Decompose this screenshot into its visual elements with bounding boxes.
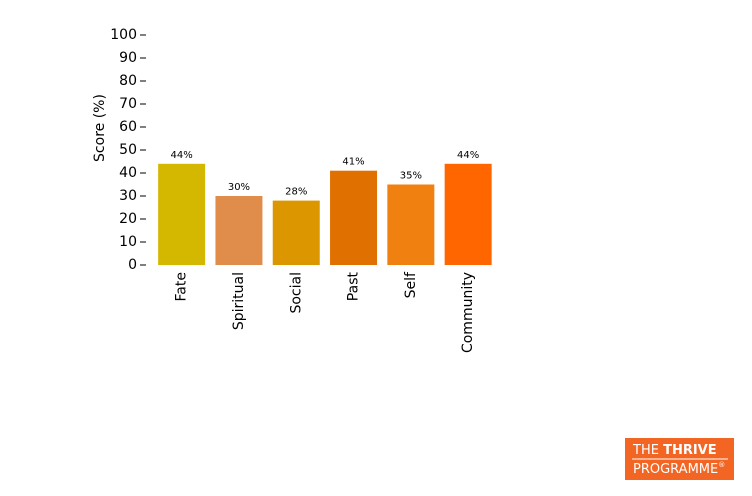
value-label: 44% [171, 150, 193, 161]
y-tick-label: 100 [110, 27, 137, 43]
y-tick-label: 50 [119, 142, 137, 158]
logo-word: THRIVE [663, 443, 717, 458]
logo-mark: ® [718, 461, 725, 469]
y-tick-label: 10 [119, 234, 137, 250]
value-label: 28% [285, 187, 307, 198]
y-tick-label: 20 [119, 211, 137, 227]
logo-text: PROGRAMME® [633, 461, 725, 477]
x-tick-label: Community [460, 272, 476, 353]
y-tick-label: 70 [119, 96, 137, 112]
x-tick-label: Spiritual [231, 272, 247, 330]
value-label: 30% [228, 182, 250, 193]
x-tick-label: Past [346, 272, 362, 302]
y-tick-label: 30 [119, 188, 137, 204]
y-tick-label: 90 [119, 50, 137, 66]
logo-word: PROGRAMME [633, 462, 718, 477]
x-tick-label: Self [403, 271, 419, 298]
y-axis-label: Score (%) [92, 94, 108, 162]
x-tick-label: Fate [174, 272, 190, 301]
logo-text: THE THRIVE [632, 443, 717, 458]
y-tick-label: 60 [119, 119, 137, 135]
value-label: 41% [342, 157, 364, 168]
bar [158, 163, 206, 265]
value-label: 44% [457, 150, 479, 161]
logo-word: THE [632, 443, 659, 458]
y-tick-label: 80 [119, 73, 137, 89]
y-tick-label: 0 [128, 257, 137, 273]
bar [272, 200, 320, 265]
bar [215, 196, 263, 265]
y-tick-label: 40 [119, 165, 137, 181]
x-tick-label: Social [288, 272, 304, 314]
value-label: 35% [400, 171, 422, 182]
bar [330, 170, 378, 265]
logo: THE THRIVE PROGRAMME® [625, 438, 734, 480]
bar [444, 163, 492, 265]
bar [387, 184, 435, 265]
